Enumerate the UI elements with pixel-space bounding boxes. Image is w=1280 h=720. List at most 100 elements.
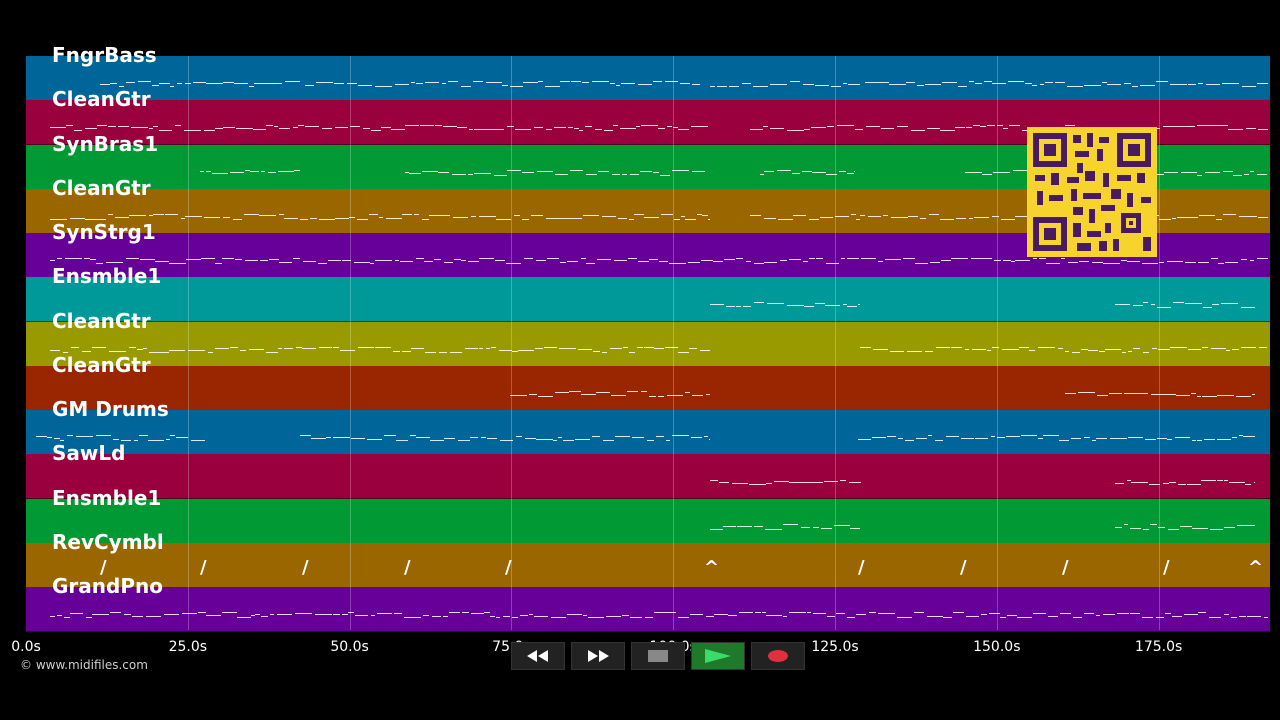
- note-mark: [1158, 526, 1165, 528]
- note-mark: [940, 218, 954, 220]
- note-mark: [783, 523, 798, 525]
- note-mark: [1176, 394, 1190, 396]
- note-mark: [582, 82, 589, 83]
- note-mark: [1191, 392, 1196, 394]
- note-mark: [1109, 392, 1122, 394]
- note-mark: [1233, 174, 1242, 176]
- note-mark: [878, 613, 884, 614]
- note-mark: [765, 528, 782, 530]
- note-mark: [678, 351, 689, 353]
- note-mark: [614, 260, 627, 261]
- time-tick-label: 125.0s: [811, 639, 859, 655]
- note-mark: [496, 617, 500, 618]
- note-mark: [391, 129, 405, 131]
- note-mark: [1039, 258, 1046, 259]
- note-mark: [697, 213, 702, 215]
- note-mark: [1059, 440, 1069, 441]
- note-mark: [249, 348, 264, 350]
- note-mark: [898, 438, 903, 439]
- note-mark: [261, 170, 265, 172]
- note-mark: [66, 125, 73, 127]
- note-mark: [520, 615, 528, 616]
- track-name: CleanGtr: [52, 175, 151, 200]
- note-mark: [1043, 435, 1059, 436]
- note-mark: [169, 263, 186, 264]
- note-mark: [1185, 303, 1202, 305]
- note-mark: [92, 346, 106, 348]
- note-mark: [386, 217, 402, 219]
- note-mark: [763, 126, 768, 128]
- note-mark: [917, 85, 924, 86]
- note-mark: [222, 612, 237, 613]
- time-gridline: [511, 56, 513, 630]
- note-mark: [370, 263, 374, 264]
- note-mark: [746, 261, 751, 262]
- note-mark: [603, 440, 614, 441]
- note-mark: [1013, 169, 1029, 171]
- note-mark: [255, 614, 260, 615]
- note-mark: [140, 259, 155, 260]
- note-mark: [1048, 616, 1058, 617]
- note-mark: [1188, 84, 1196, 85]
- cymbal-peak-mark: ^: [1248, 556, 1264, 578]
- rewind-button[interactable]: [511, 642, 565, 670]
- note-mark: [1258, 129, 1263, 131]
- fast-forward-button[interactable]: [571, 642, 625, 670]
- note-mark: [1213, 125, 1228, 127]
- note-mark: [975, 83, 982, 84]
- note-mark: [471, 215, 476, 217]
- note-mark: [903, 258, 915, 259]
- stop-button[interactable]: [631, 642, 685, 670]
- note-mark: [667, 126, 672, 128]
- note-mark: [471, 613, 484, 614]
- note-mark: [920, 217, 926, 219]
- note-mark: [653, 171, 659, 173]
- note-mark: [1156, 81, 1168, 82]
- note-mark: [1021, 435, 1037, 436]
- note-mark: [982, 173, 992, 175]
- track-name: GM Drums: [52, 397, 169, 421]
- note-mark: [340, 349, 355, 351]
- note-mark: [416, 437, 430, 438]
- note-mark: [333, 346, 339, 348]
- note-mark: [64, 617, 70, 618]
- note-mark: [856, 218, 860, 220]
- note-mark: [661, 213, 673, 215]
- note-mark: [647, 440, 654, 441]
- note-mark: [1067, 86, 1083, 87]
- note-mark: [706, 393, 710, 395]
- note-mark: [518, 349, 522, 351]
- note-mark: [555, 173, 568, 175]
- note-mark: [523, 82, 538, 83]
- note-mark: [1061, 258, 1065, 259]
- note-mark: [783, 616, 787, 617]
- note-mark: [86, 617, 92, 618]
- note-mark: [809, 218, 819, 220]
- cymbal-peak-mark: ^: [704, 556, 720, 578]
- record-button[interactable]: [751, 642, 805, 670]
- note-mark: [579, 130, 583, 132]
- play-button[interactable]: [691, 642, 745, 670]
- note-mark: [1226, 349, 1230, 351]
- note-mark: [1060, 613, 1071, 614]
- note-mark: [1263, 129, 1268, 131]
- note-mark: [510, 394, 527, 396]
- note-mark: [847, 258, 859, 259]
- note-mark: [1217, 439, 1231, 440]
- note-mark: [1246, 128, 1256, 130]
- note-mark: [560, 81, 570, 82]
- note-mark: [1178, 484, 1186, 486]
- note-mark: [1092, 262, 1103, 263]
- note-mark: [672, 435, 689, 436]
- note-mark: [1032, 85, 1037, 86]
- note-mark: [396, 440, 408, 441]
- note-mark: [994, 260, 1001, 261]
- note-mark: [506, 263, 521, 264]
- note-mark: [284, 347, 293, 349]
- note-mark: [50, 218, 67, 220]
- note-mark: [629, 351, 635, 353]
- time-gridline: [1158, 56, 1160, 630]
- note-mark: [234, 83, 248, 84]
- note-mark: [1164, 171, 1178, 173]
- note-mark: [1170, 84, 1187, 85]
